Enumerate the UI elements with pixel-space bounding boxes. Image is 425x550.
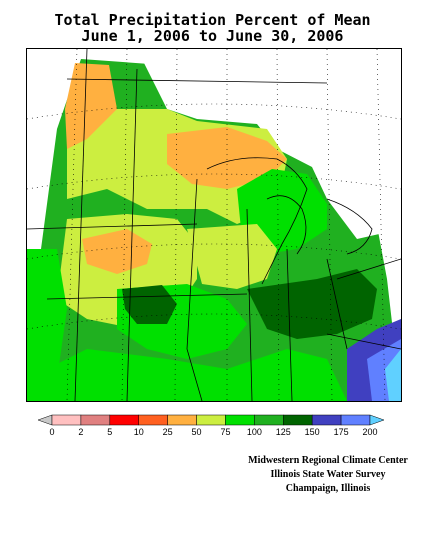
legend-label: 100	[246, 427, 262, 437]
legend-swatch	[138, 414, 168, 426]
legend-swatch	[109, 414, 139, 426]
map-title-line1: Total Precipitation Percent of Mean	[54, 11, 371, 29]
legend-label: 200	[362, 427, 378, 437]
map-svg	[27, 49, 401, 401]
legend-label: 175	[333, 427, 349, 437]
credit-line1: Midwestern Regional Climate Center	[248, 455, 408, 466]
legend-bar	[37, 414, 385, 426]
legend-swatch	[340, 414, 371, 426]
legend-swatch	[254, 414, 284, 426]
region-cyan-southeast	[385, 349, 401, 401]
graticule	[27, 49, 401, 401]
region-orange-north-central	[167, 127, 287, 189]
legend-label: 0	[49, 427, 55, 437]
legend-label: 150	[304, 427, 320, 437]
legend-label: 25	[162, 427, 173, 437]
canada-region	[137, 49, 401, 239]
legend-label: 2	[78, 427, 84, 437]
color-legend: 0 2 5 10 25 50 75 100 125 150 175 200	[37, 412, 385, 442]
credit-line3: Champaign, Illinois	[285, 483, 371, 494]
legend-swatch	[167, 414, 197, 426]
region-dark-green-east	[247, 269, 377, 339]
legend-swatch	[80, 414, 111, 426]
map-title-line2: June 1, 2006 to June 30, 2006	[81, 27, 344, 45]
boundaries	[27, 49, 401, 401]
legend-label: 125	[275, 427, 291, 437]
region-orange-central	[82, 229, 152, 274]
region-orange-northwest	[65, 63, 117, 149]
region-green-west	[27, 249, 67, 389]
legend-swatch	[369, 414, 385, 426]
legend-label: 75	[220, 427, 231, 437]
legend-label: 5	[107, 427, 113, 437]
region-dark-green-southwest	[122, 285, 177, 324]
legend-label: 10	[133, 427, 144, 437]
region-yellow-green-east	[187, 224, 277, 289]
precipitation-map	[26, 48, 402, 402]
legend-swatch	[51, 414, 82, 426]
legend-swatch	[37, 414, 53, 426]
legend-swatch	[283, 414, 313, 426]
legend-swatch	[311, 414, 342, 426]
legend-label: 50	[191, 427, 202, 437]
region-green-south-band	[27, 349, 347, 401]
legend-swatch	[196, 414, 226, 426]
credit-line2: Illinois State Water Survey	[270, 469, 386, 480]
legend-swatch	[225, 414, 255, 426]
